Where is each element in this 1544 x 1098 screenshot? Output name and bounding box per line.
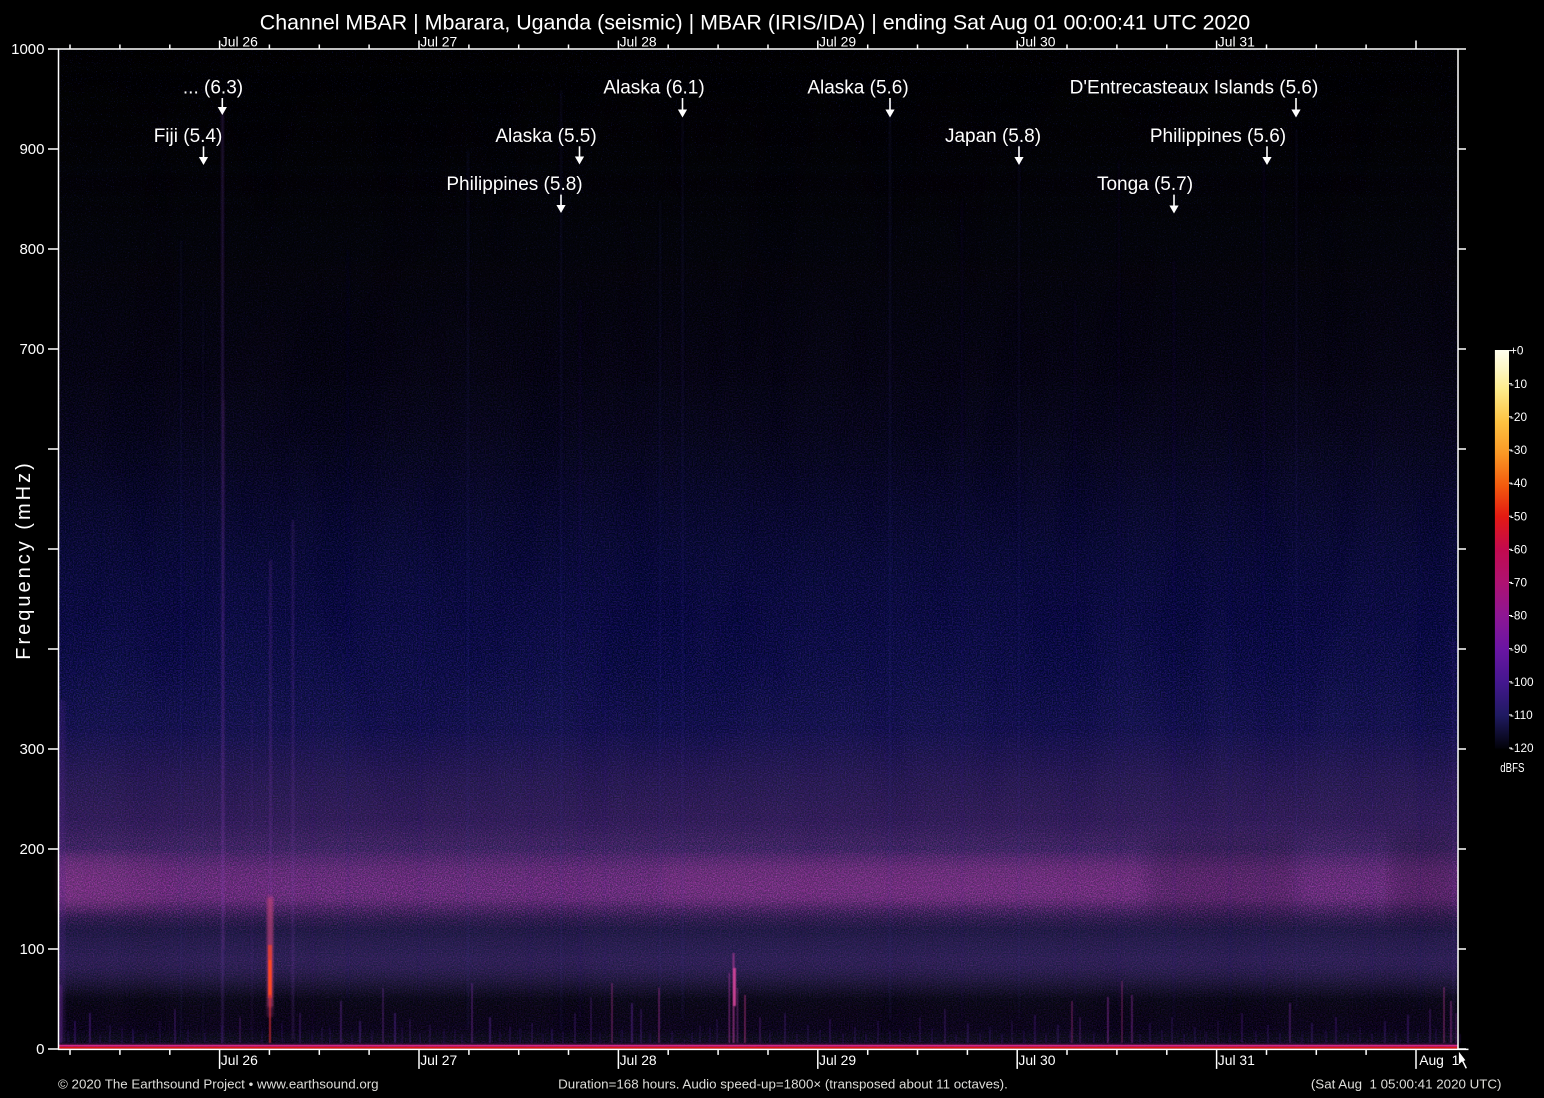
svg-text:... (6.3): ... (6.3) [183,78,243,99]
svg-text:Jul 30: Jul 30 [1018,1052,1055,1068]
svg-text:Jul 31: Jul 31 [1218,33,1255,49]
svg-text:© 2020 The Earthsound Project: © 2020 The Earthsound Project • www.eart… [58,1077,379,1092]
svg-text:Philippines (5.8): Philippines (5.8) [446,174,582,195]
svg-text:-80: -80 [1510,609,1527,623]
svg-text:0: 0 [36,1041,44,1058]
svg-text:-30: -30 [1510,443,1527,457]
svg-text:Frequency (mHz): Frequency (mHz) [13,460,35,659]
svg-text:1000: 1000 [11,41,44,58]
svg-text:-50: -50 [1510,509,1527,523]
svg-text:Fiji (5.4): Fiji (5.4) [154,126,223,147]
svg-text:Jul 27: Jul 27 [420,33,457,49]
svg-text:-110: -110 [1510,708,1533,722]
svg-text:Tonga (5.7): Tonga (5.7) [1097,174,1193,195]
svg-text:Jul 29: Jul 29 [819,33,856,49]
svg-text:200: 200 [19,841,44,858]
svg-text:300: 300 [19,741,44,758]
svg-text:-60: -60 [1510,542,1527,556]
svg-text:-40: -40 [1510,476,1527,490]
svg-text:Aug 1: Aug 1 [1419,1052,1459,1068]
svg-text:Jul 29: Jul 29 [819,1052,856,1068]
svg-text:-90: -90 [1510,642,1527,656]
svg-text:Channel MBAR | Mbarara, Uganda: Channel MBAR | Mbarara, Uganda (seismic)… [260,11,1250,35]
svg-text:Alaska (5.5): Alaska (5.5) [495,126,596,147]
svg-text:900: 900 [19,141,44,158]
svg-text:dBFS: dBFS [1500,761,1524,775]
svg-text:Alaska (5.6): Alaska (5.6) [807,78,908,99]
svg-text:-20: -20 [1510,410,1527,424]
svg-text:Jul 30: Jul 30 [1018,33,1055,49]
svg-text:Jul 26: Jul 26 [221,33,258,49]
svg-text:-70: -70 [1510,576,1527,590]
svg-text:+0: +0 [1510,344,1524,358]
svg-text:Jul 27: Jul 27 [420,1052,457,1068]
svg-text:-120: -120 [1510,741,1534,755]
svg-text:Jul 26: Jul 26 [221,1052,258,1068]
svg-text:700: 700 [19,341,44,358]
svg-text:(Sat Aug 1 05:00:41 2020 UTC): (Sat Aug 1 05:00:41 2020 UTC) [1311,1077,1502,1092]
svg-text:-10: -10 [1510,377,1527,391]
svg-text:-100: -100 [1510,675,1534,689]
svg-text:Alaska (6.1): Alaska (6.1) [603,78,704,99]
svg-text:Duration=168 hours. Audio spee: Duration=168 hours. Audio speed-up=1800×… [558,1077,1008,1092]
svg-text:D'Entrecasteaux Islands (5.6): D'Entrecasteaux Islands (5.6) [1070,78,1319,99]
svg-text:Jul 31: Jul 31 [1218,1052,1255,1068]
svg-text:800: 800 [19,241,44,258]
svg-text:Japan (5.8): Japan (5.8) [945,126,1041,147]
svg-text:100: 100 [19,941,44,958]
svg-text:Philippines (5.6): Philippines (5.6) [1150,126,1286,147]
svg-text:Jul 28: Jul 28 [620,33,657,49]
svg-text:Jul 28: Jul 28 [620,1052,657,1068]
